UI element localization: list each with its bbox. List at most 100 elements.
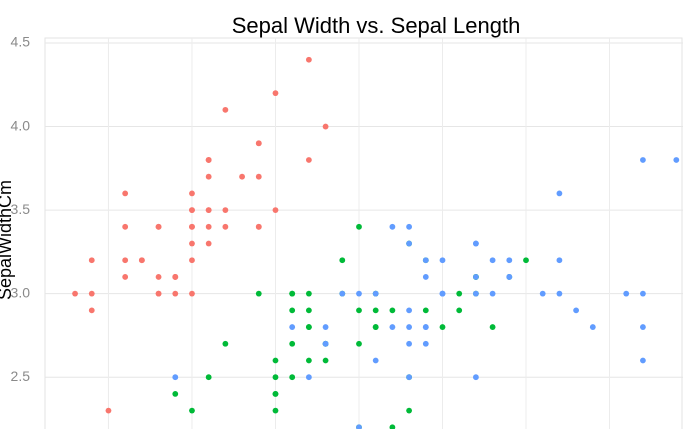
point (623, 290, 630, 297)
point (372, 357, 379, 364)
point (289, 374, 296, 381)
point (272, 207, 279, 214)
point (640, 290, 646, 297)
grid (45, 38, 683, 429)
point (422, 324, 429, 330)
point (339, 290, 346, 297)
point (122, 190, 129, 197)
point (523, 257, 529, 264)
panel-border (44, 37, 683, 429)
point (489, 290, 496, 297)
y-tick-label: 2.5 (11, 368, 31, 384)
point (422, 307, 429, 314)
point (305, 56, 312, 63)
point (272, 391, 279, 397)
point (673, 157, 680, 163)
point (88, 290, 95, 297)
point (189, 407, 195, 414)
point (640, 324, 646, 330)
point (189, 207, 195, 214)
point (205, 374, 212, 381)
point (155, 274, 162, 280)
point (255, 223, 262, 230)
point (189, 257, 195, 264)
point (640, 357, 646, 364)
point (305, 290, 312, 297)
point (372, 290, 379, 297)
point (88, 307, 95, 314)
point (389, 223, 396, 230)
point (205, 223, 212, 230)
point (189, 223, 195, 230)
point (356, 290, 362, 297)
point (172, 374, 179, 381)
point (289, 340, 296, 347)
point (439, 324, 446, 330)
point (322, 340, 329, 347)
point (456, 290, 463, 297)
point (406, 407, 412, 414)
point (305, 157, 312, 163)
point (422, 274, 429, 280)
point (105, 407, 112, 414)
point (155, 223, 162, 230)
point (339, 257, 346, 264)
point (122, 223, 129, 230)
point (406, 324, 412, 330)
point (356, 223, 362, 230)
y-tick-label: 4.0 (11, 117, 31, 133)
point (322, 357, 329, 364)
point (539, 290, 546, 297)
point (205, 157, 212, 163)
point (305, 357, 312, 364)
point (422, 257, 429, 264)
point (189, 290, 195, 297)
point (172, 391, 179, 397)
point (372, 307, 379, 314)
point (155, 290, 162, 297)
point (556, 257, 563, 264)
point (506, 257, 513, 264)
point (272, 374, 279, 381)
point (456, 307, 463, 314)
point (289, 324, 296, 330)
point (489, 324, 496, 330)
point (172, 274, 179, 280)
point (289, 307, 296, 314)
point (422, 340, 429, 347)
point (322, 123, 329, 130)
point (640, 157, 646, 163)
point (255, 290, 262, 297)
point (255, 140, 262, 147)
point (356, 340, 362, 347)
point (272, 90, 279, 97)
point (222, 223, 229, 230)
point (122, 257, 129, 264)
point (406, 374, 412, 381)
point (439, 290, 446, 297)
point (389, 324, 396, 330)
point (255, 173, 262, 180)
y-tick-label: 3.0 (11, 284, 31, 300)
point (205, 173, 212, 180)
point (473, 274, 479, 280)
point (138, 257, 145, 264)
point (473, 290, 479, 297)
point (372, 324, 379, 330)
point (189, 240, 195, 247)
point (473, 374, 479, 381)
point (506, 274, 513, 280)
point (222, 207, 229, 214)
point (305, 374, 312, 381)
point (406, 240, 412, 247)
point (72, 290, 78, 297)
y-tick-label: 3.5 (11, 201, 31, 217)
chart-title: Sepal Width vs. Sepal Length (232, 13, 521, 38)
point (406, 340, 412, 347)
point (222, 106, 229, 113)
point (589, 324, 596, 330)
point (406, 223, 412, 230)
point (305, 307, 312, 314)
point (573, 307, 580, 314)
